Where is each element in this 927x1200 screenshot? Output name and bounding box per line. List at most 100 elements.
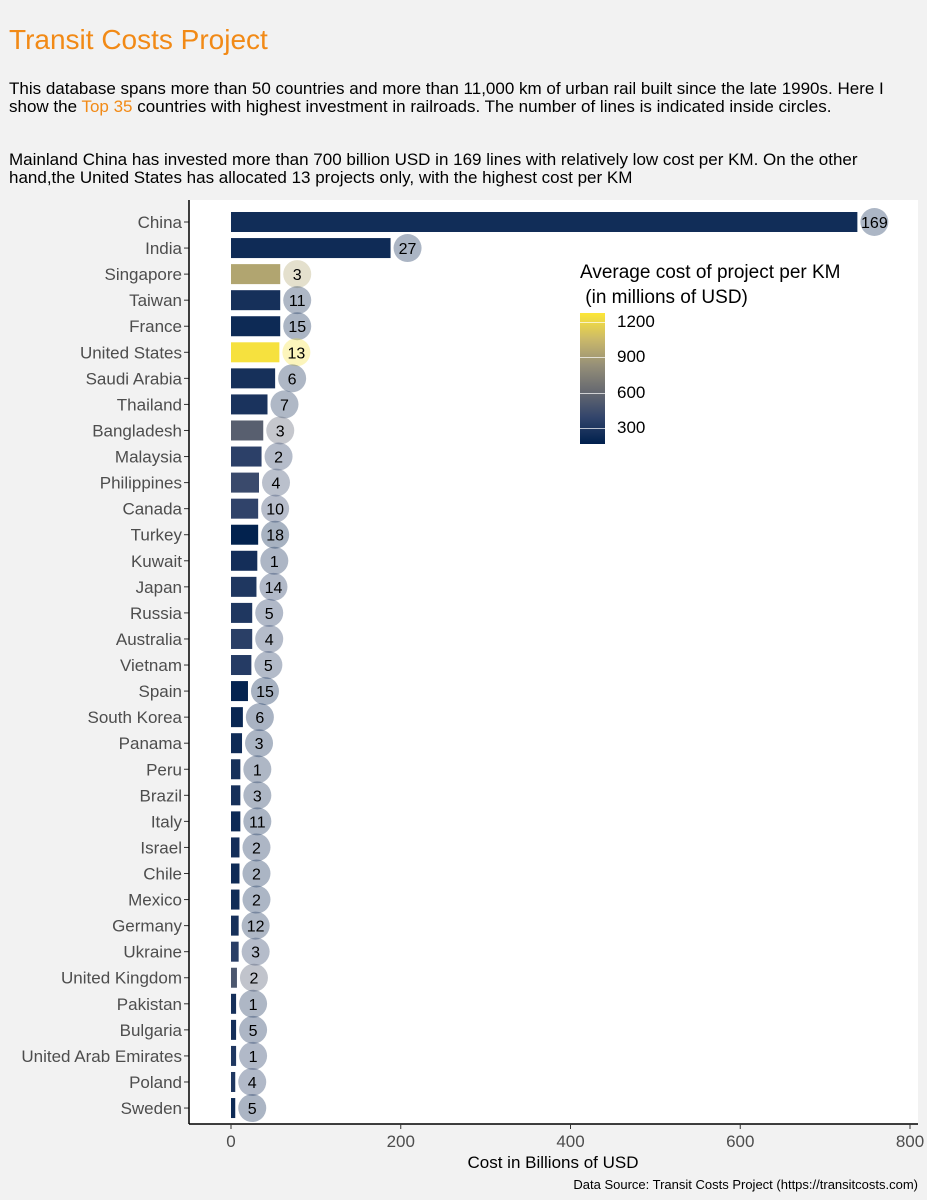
x-tick-label: 800 (896, 1132, 924, 1151)
category-label: Italy (151, 812, 183, 831)
line-count-label: 3 (255, 736, 264, 753)
line-count-circle (238, 1067, 267, 1096)
line-count-circle (242, 833, 271, 862)
category-label: Philippines (100, 474, 182, 493)
category-label: Russia (130, 604, 183, 623)
line-count-label: 2 (252, 840, 261, 857)
category-label: Chile (143, 865, 182, 884)
category-label: United Arab Emirates (21, 1047, 182, 1066)
legend-tick-label: 900 (617, 347, 646, 367)
category-label: Poland (129, 1073, 182, 1092)
category-label: Turkey (131, 526, 183, 545)
line-count-circle (255, 624, 284, 653)
data-source: Data Source: Transit Costs Project (http… (573, 1177, 918, 1192)
category-label: Malaysia (115, 448, 183, 467)
category-label: Panama (119, 734, 183, 753)
category-label: Mexico (128, 891, 182, 910)
line-count-label: 14 (265, 580, 283, 597)
bar (231, 524, 259, 545)
line-count-label: 4 (248, 1075, 257, 1092)
bar (231, 1071, 236, 1092)
line-count-circle (283, 312, 312, 341)
line-count-circle (242, 885, 271, 914)
line-count-circle (254, 651, 283, 680)
line-count-label: 4 (272, 476, 281, 493)
line-count-label: 27 (399, 241, 417, 258)
bar (231, 811, 241, 832)
bar (231, 785, 241, 806)
legend-tick-mark (580, 357, 605, 359)
line-count-circle (262, 468, 291, 497)
category-label: United Kingdom (61, 969, 182, 988)
category-label: Canada (122, 500, 182, 519)
chart-title: Transit Costs Project (9, 24, 268, 55)
line-count-label: 2 (274, 450, 283, 467)
line-count-circle (241, 911, 270, 940)
x-tick-label: 200 (387, 1132, 415, 1151)
legend-tick-label: 600 (617, 382, 646, 402)
bar (231, 967, 237, 988)
bar (231, 759, 241, 780)
line-count-circle (393, 234, 422, 263)
line-count-circle (245, 729, 274, 758)
bar (231, 915, 239, 936)
bar (231, 707, 243, 728)
bar (231, 238, 391, 259)
line-count-label: 7 (280, 397, 289, 414)
line-count-label: 2 (249, 971, 258, 988)
line-count-circle (261, 520, 290, 549)
line-count-circle (264, 442, 293, 471)
line-count-label: 15 (256, 684, 274, 701)
category-label: Singapore (104, 265, 182, 284)
line-count-label: 2 (252, 867, 261, 884)
line-count-label: 3 (276, 423, 285, 440)
bar (231, 420, 264, 441)
line-count-label: 1 (270, 554, 279, 571)
line-count-circle (243, 781, 272, 810)
line-count-circle (242, 859, 271, 888)
line-count-circle (243, 807, 272, 836)
category-label: Kuwait (131, 552, 182, 571)
bar (231, 1098, 236, 1119)
category-label: Germany (112, 917, 182, 936)
bar (231, 1019, 237, 1040)
bar (231, 264, 281, 285)
intro-text-before: This database spans more than 50 countri… (9, 79, 884, 116)
line-count-label: 12 (247, 919, 265, 936)
line-count-circle (241, 937, 270, 966)
line-count-label: 18 (266, 528, 284, 545)
legend-tick-mark (580, 427, 605, 429)
category-label: Pakistan (117, 995, 182, 1014)
line-count-label: 5 (264, 658, 273, 675)
bar (231, 941, 239, 962)
category-label: Sweden (121, 1099, 182, 1118)
line-count-label: 13 (287, 345, 305, 362)
line-count-circle (239, 1041, 268, 1070)
legend-tick-mark (580, 392, 605, 394)
bar (231, 837, 240, 858)
plot-panel (189, 200, 918, 1124)
category-label: Thailand (117, 395, 182, 414)
category-label: Taiwan (129, 291, 182, 310)
line-count-label: 5 (265, 606, 274, 623)
bar (231, 733, 243, 754)
line-count-label: 1 (249, 997, 258, 1014)
line-count-label: 1 (249, 1049, 258, 1066)
line-count-label: 5 (248, 1101, 257, 1118)
bar (231, 628, 253, 649)
bar (231, 863, 240, 884)
summary-paragraph: Mainland China has invested more than 70… (9, 150, 858, 187)
category-label: India (145, 239, 182, 258)
line-count-circle (250, 677, 279, 706)
bar (231, 498, 259, 519)
x-axis-title: Cost in Billions of USD (467, 1153, 638, 1172)
line-count-label: 10 (266, 502, 284, 519)
line-count-label: 3 (293, 267, 302, 284)
bar (231, 212, 858, 232)
category-label: Australia (116, 630, 183, 649)
bar (231, 681, 248, 702)
line-count-circle (266, 416, 295, 445)
bar (231, 576, 257, 597)
x-tick-label: 0 (226, 1132, 235, 1151)
line-count-circle (255, 598, 284, 627)
